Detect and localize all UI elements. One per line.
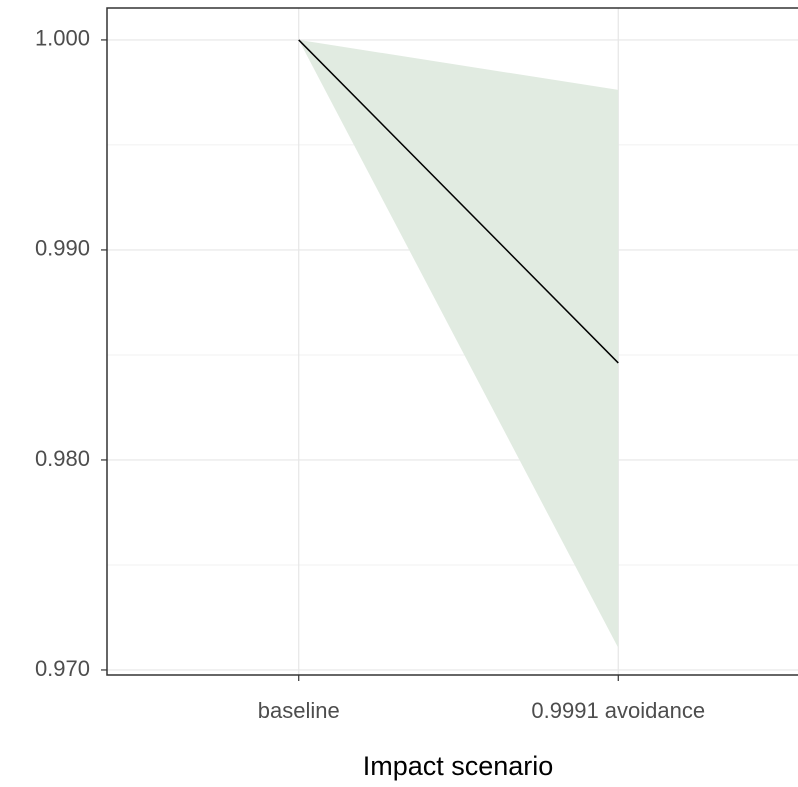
line xyxy=(298,39,619,364)
x-axis-title: Impact scenario xyxy=(363,751,554,781)
confidence-ribbon xyxy=(298,39,619,648)
x-tick-label: 0.9991 avoidance xyxy=(531,698,705,723)
panel-border xyxy=(106,7,798,676)
x-tick-label: baseline xyxy=(258,698,340,723)
y-tick-label: 0.990 xyxy=(35,236,90,261)
y-tick-label: 1.000 xyxy=(35,26,90,51)
y-tick-label: 0.970 xyxy=(35,656,90,681)
y-tick-label: 0.980 xyxy=(35,446,90,471)
